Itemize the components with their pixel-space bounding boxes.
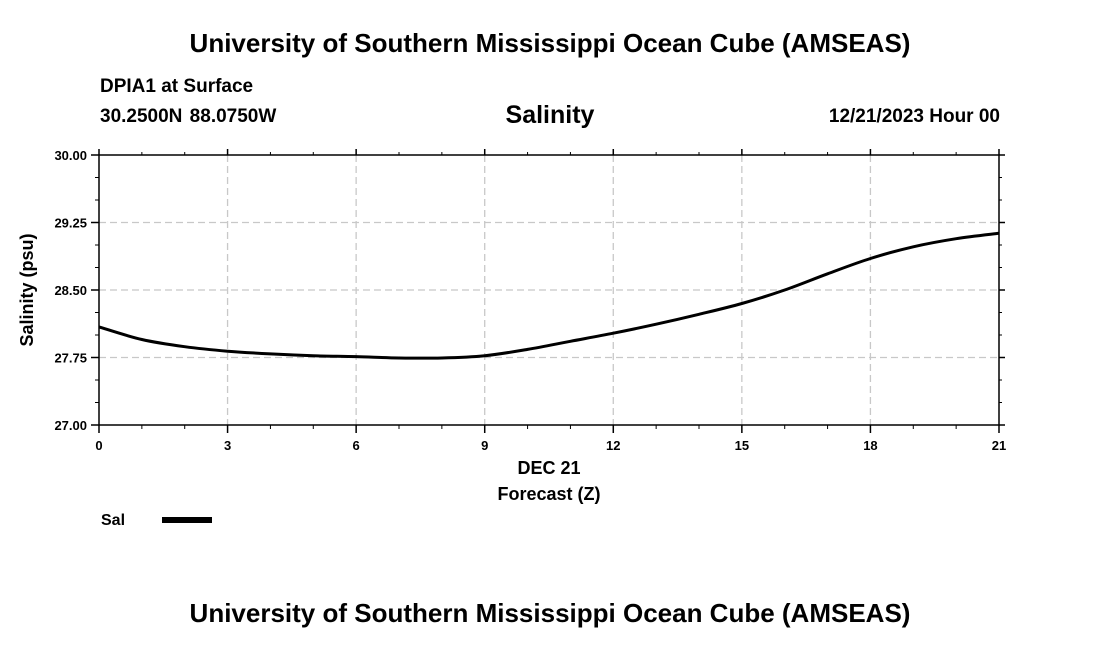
chart-title: Salinity (505, 101, 595, 129)
plot-frame (98, 154, 1000, 426)
x-tick-label: 3 (224, 438, 231, 453)
x-tick-label: 12 (606, 438, 620, 453)
x-tick-label: 9 (481, 438, 488, 453)
coordinates-label: 30.2500N 88.0750W (100, 106, 277, 127)
y-tick-label: 29.25 (54, 216, 87, 231)
y-tick-label: 30.00 (54, 148, 87, 163)
y-tick-label: 27.00 (54, 418, 87, 433)
footer-title: University of Southern Mississippi Ocean… (189, 598, 911, 628)
legend: Sal (101, 512, 212, 529)
x-tick-label: 21 (992, 438, 1006, 453)
x-tick-label: 6 (353, 438, 360, 453)
x-tick-label: 18 (863, 438, 877, 453)
series-layer (98, 231, 1000, 360)
y-tick-label: 27.75 (54, 351, 87, 366)
chart-main-title: University of Southern Mississippi Ocean… (189, 28, 911, 58)
x-axis-title: Forecast (Z) (497, 484, 600, 504)
legend-label-sal: Sal (101, 512, 125, 529)
grid-layer (99, 155, 999, 425)
y-tick-label: 28.50 (54, 283, 87, 298)
x-tick-label: 15 (735, 438, 749, 453)
y-axis-title: Salinity (psu) (17, 233, 37, 346)
station-label: DPIA1 at Surface (100, 76, 254, 97)
x-tick-label: 0 (95, 438, 102, 453)
x-axis-sublabel: DEC 21 (517, 458, 580, 478)
label-layer: 0 3 6 9 12 15 18 21 27.00 27.75 28.50 29.25 30.00 (54, 148, 1006, 453)
datetime-label: 12/21/2023 Hour 00 (828, 106, 1000, 127)
series-line-sal (98, 231, 1000, 360)
